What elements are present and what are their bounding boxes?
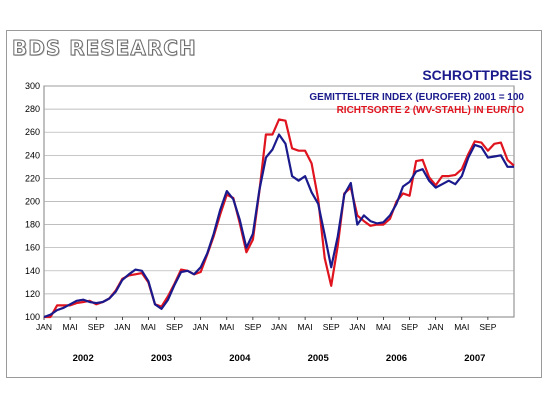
year-label: 2004	[229, 353, 251, 364]
x-tick-label: JAN	[428, 322, 444, 332]
x-tick-label: MAI	[376, 322, 391, 332]
y-tick-label: 180	[25, 220, 40, 230]
grid-layer	[43, 85, 515, 318]
year-label: 2002	[73, 353, 94, 364]
y-tick-label: 200	[25, 197, 40, 207]
legend-entry-eurofer-index: GEMITTELTER INDEX (EUROFER) 2001 = 100	[309, 92, 524, 103]
x-tick-label: MAI	[298, 322, 313, 332]
y-tick-label: 160	[25, 243, 40, 253]
x-tick-label: SEP	[244, 322, 261, 332]
y-tick-label: 140	[25, 266, 40, 276]
x-tick-label: SEP	[479, 322, 496, 332]
year-label: 2003	[151, 353, 172, 364]
series-line-eurofer-index	[43, 133, 514, 319]
y-tick-label: 220	[25, 173, 40, 183]
x-tick-label: MAI	[219, 322, 234, 332]
chart-title: SCHROTTPREIS	[422, 67, 532, 83]
y-tick-label: 100	[25, 312, 40, 322]
x-tick-label: MAI	[454, 322, 469, 332]
y-tick-label: 280	[25, 104, 40, 114]
bds-research-logo: BDS RESEARCH	[12, 36, 197, 61]
y-tick-label: 260	[25, 127, 40, 137]
legend-entry-richtsorte-2: RICHTSORTE 2 (WV-STAHL) IN EUR/TO	[337, 105, 525, 116]
x-tick-label: SEP	[401, 322, 418, 332]
x-tick-label: JAN	[193, 322, 209, 332]
x-tick-label: MAI	[63, 322, 78, 332]
y-tick-label: 240	[25, 150, 40, 160]
x-tick-label: JAN	[36, 322, 52, 332]
year-label: 2005	[308, 353, 330, 364]
year-label: 2007	[464, 353, 485, 364]
year-label: 2006	[386, 353, 407, 364]
series-layer	[43, 118, 515, 319]
x-tick-label: JAN	[114, 322, 130, 332]
axis-layer: 100 120 140 160 180 200 220 240 260 280 300 JAN MAI S…	[25, 81, 497, 364]
y-tick-label: 120	[25, 289, 40, 299]
y-tick-label: 300	[25, 81, 40, 91]
x-tick-label: SEP	[323, 322, 340, 332]
x-tick-label: SEP	[88, 322, 105, 332]
x-tick-label: MAI	[141, 322, 156, 332]
x-tick-label: SEP	[166, 322, 183, 332]
x-tick-label: JAN	[271, 322, 287, 332]
x-tick-label: JAN	[349, 322, 365, 332]
